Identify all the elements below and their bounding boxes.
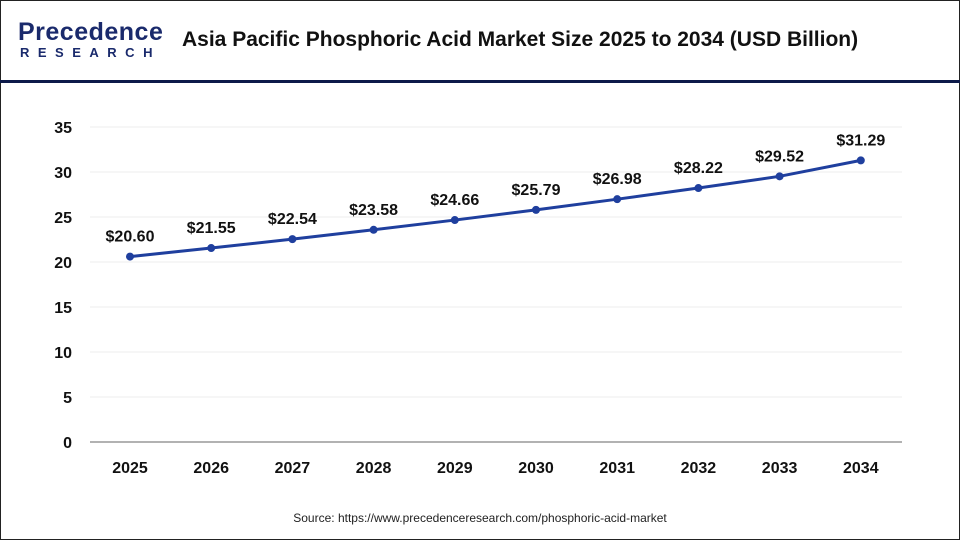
data-label: $26.98 — [593, 171, 642, 188]
data-point — [207, 244, 216, 253]
data-point — [369, 225, 378, 234]
x-tick-label: 2033 — [762, 460, 798, 477]
data-label: $22.54 — [268, 211, 317, 228]
data-point — [532, 205, 540, 214]
data-label: $29.52 — [755, 148, 804, 165]
data-label: $21.55 — [187, 220, 236, 237]
x-tick-label: 2030 — [518, 460, 554, 477]
y-tick-label: 20 — [54, 255, 72, 272]
logo-text-top: Precedence — [18, 18, 164, 46]
y-tick-label: 30 — [54, 165, 72, 182]
x-tick-label: 2029 — [437, 460, 473, 477]
data-label: $23.58 — [349, 202, 398, 219]
x-tick-label: 2034 — [843, 460, 879, 477]
data-label: $25.79 — [512, 182, 561, 199]
data-label: $28.22 — [674, 160, 723, 177]
x-tick-label: 2032 — [681, 460, 717, 477]
x-tick-label: 2031 — [599, 460, 635, 477]
y-tick-label: 35 — [54, 120, 72, 137]
y-tick-label: 10 — [54, 345, 72, 362]
x-tick-label: 2027 — [275, 460, 311, 477]
data-point — [450, 216, 459, 225]
data-point — [613, 195, 622, 204]
data-point — [288, 235, 297, 244]
x-tick-label: 2028 — [356, 460, 392, 477]
header: Precedence RESEARCH Asia Pacific Phospho… — [0, 0, 960, 83]
x-tick-label: 2025 — [112, 460, 148, 477]
chart-title: Asia Pacific Phosphoric Acid Market Size… — [182, 28, 859, 51]
data-point — [775, 172, 784, 181]
data-point — [694, 184, 703, 193]
x-tick-label: 2026 — [193, 460, 229, 477]
logo-text-bottom: RESEARCH — [20, 45, 161, 60]
precedence-research-logo: Precedence RESEARCH — [18, 18, 164, 62]
source-note: Source: https://www.precedenceresearch.c… — [293, 511, 667, 525]
data-label: $24.66 — [430, 192, 479, 209]
data-label: $31.29 — [836, 132, 885, 149]
y-tick-label: 5 — [63, 390, 72, 407]
data-label: $20.60 — [106, 229, 155, 246]
data-point — [126, 252, 134, 261]
y-tick-label: 0 — [63, 435, 72, 452]
data-point — [856, 156, 865, 165]
y-tick-label: 15 — [54, 300, 72, 317]
series-line — [129, 158, 862, 259]
y-tick-label: 25 — [54, 210, 72, 227]
